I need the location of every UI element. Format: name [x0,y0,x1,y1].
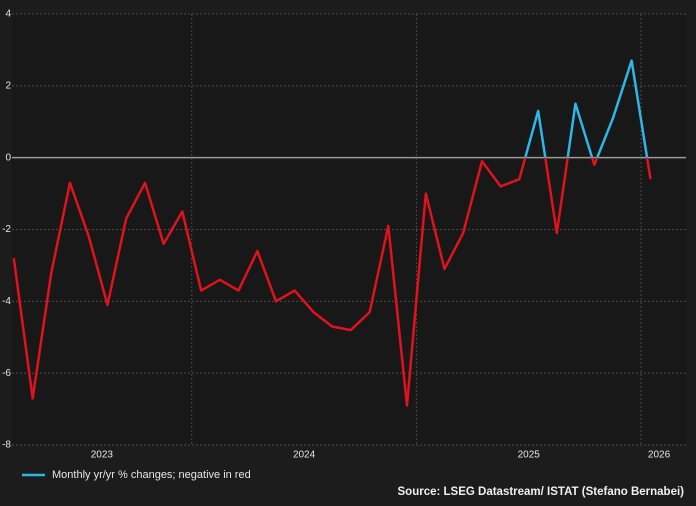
y-tick-label: -4 [2,296,11,307]
line-negative [12,157,652,407]
y-tick-label: 4 [5,9,11,20]
y-tick-label: 2 [5,80,11,91]
line-positive [523,59,649,158]
x-tick-label: 2024 [293,450,316,461]
y-tick-label: -2 [2,224,11,235]
y-tick-label: -6 [2,368,11,379]
source: Source: LSEG Datastream/ ISTAT (Stefano … [398,486,685,498]
y-tick-label: 0 [5,152,11,163]
x-tick-label: 2023 [91,450,114,461]
x-tick-label: 2025 [518,450,541,461]
y-tick-label: -8 [2,440,11,451]
x-tick-label: 2026 [648,450,671,461]
legend-label: Monthly yr/yr % changes; negative in red [52,469,251,481]
